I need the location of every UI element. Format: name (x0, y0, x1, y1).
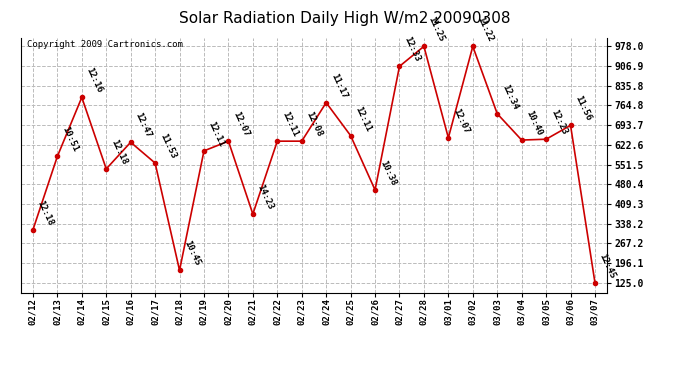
Text: Copyright 2009 Cartronics.com: Copyright 2009 Cartronics.com (26, 40, 182, 49)
Text: 11:17: 11:17 (329, 72, 348, 100)
Text: 12:16: 12:16 (85, 66, 104, 94)
Text: 10:51: 10:51 (60, 126, 79, 154)
Text: 12:18: 12:18 (109, 138, 128, 166)
Text: 12:07: 12:07 (451, 107, 471, 135)
Text: 11:25: 11:25 (426, 15, 446, 44)
Text: 11:56: 11:56 (573, 94, 593, 123)
Text: 12:33: 12:33 (402, 35, 422, 63)
Text: 14:23: 14:23 (255, 183, 275, 211)
Text: Solar Radiation Daily High W/m2 20090308: Solar Radiation Daily High W/m2 20090308 (179, 11, 511, 26)
Text: 12:47: 12:47 (133, 111, 153, 140)
Text: 10:45: 10:45 (182, 239, 202, 267)
Text: 12:18: 12:18 (36, 199, 55, 227)
Text: 12:23: 12:23 (549, 108, 569, 136)
Text: 10:38: 10:38 (378, 159, 397, 187)
Text: 12:45: 12:45 (598, 252, 618, 280)
Text: 12:11: 12:11 (280, 110, 299, 138)
Text: 12:07: 12:07 (231, 110, 250, 138)
Text: 11:22: 11:22 (475, 15, 495, 44)
Text: 12:08: 12:08 (304, 110, 324, 138)
Text: 12:11: 12:11 (207, 120, 226, 148)
Text: 12:34: 12:34 (500, 83, 520, 111)
Text: 11:53: 11:53 (158, 132, 177, 160)
Text: 10:40: 10:40 (524, 109, 544, 137)
Text: 12:11: 12:11 (353, 105, 373, 133)
